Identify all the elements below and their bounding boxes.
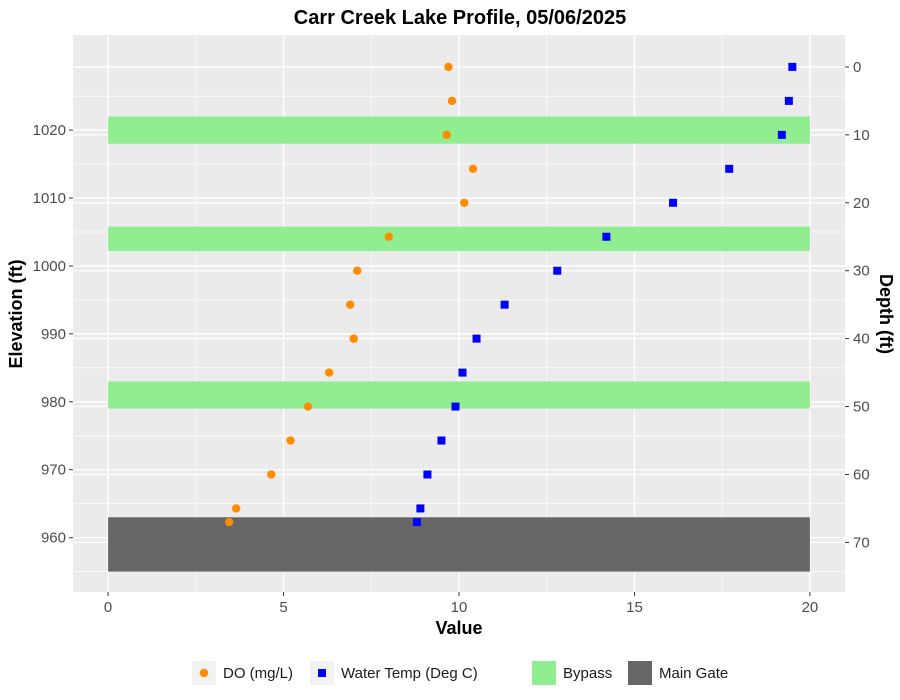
legend-key-fill (532, 661, 556, 685)
do-point (468, 164, 478, 174)
y2-tick-label: 20 (853, 195, 870, 212)
legend-label: Main Gate (659, 665, 728, 682)
x-tick-label: 20 (802, 599, 819, 616)
temp-point (451, 402, 460, 411)
x-tick-label: 15 (626, 599, 643, 616)
legend-item: Main Gate (628, 661, 728, 685)
x-tick-label: 5 (279, 599, 287, 616)
y-tick-label: 1000 (33, 258, 66, 275)
temp-point (784, 96, 793, 105)
x-axis-title: Value (435, 618, 482, 638)
do-point (353, 266, 362, 275)
temp-point (602, 232, 611, 241)
legend: DO (mg/L) Water Temp (Deg C) Bypass Main Ga… (192, 661, 728, 685)
y-axis-title: Elevation (ft) (6, 259, 26, 368)
y-tick-label: 1010 (33, 190, 66, 207)
y-tick-label: 960 (41, 530, 66, 547)
do-point (349, 334, 358, 343)
legend-item: Bypass (532, 661, 612, 685)
y2-tick-label: 70 (853, 534, 870, 551)
chart-title: Carr Creek Lake Profile, 05/06/2025 (294, 7, 626, 29)
do-point (346, 300, 355, 309)
temp-point (553, 266, 562, 275)
y2-tick-label: 40 (853, 331, 870, 348)
temp-point (423, 470, 432, 479)
temp-point (725, 164, 734, 173)
temp-point (788, 62, 797, 71)
do-point (303, 402, 313, 411)
y2-tick-label: 50 (853, 399, 870, 416)
do-point (267, 470, 276, 479)
data-points (224, 62, 797, 527)
temp-point (412, 518, 421, 527)
do-point (384, 232, 394, 241)
temp-point (437, 436, 446, 445)
zone-bands (108, 116, 810, 572)
y2-tick-label: 10 (853, 127, 870, 144)
main-gate-band (108, 517, 810, 572)
x-tick-label: 10 (451, 599, 468, 616)
do-point (460, 198, 469, 207)
bypass-band (108, 116, 810, 144)
y2-axis-title: Depth (ft) (876, 274, 896, 354)
do-point (447, 96, 457, 106)
y-tick-label: 980 (41, 394, 66, 411)
legend-label: Water Temp (Deg C) (341, 665, 478, 682)
do-point (224, 517, 234, 527)
y2-tick-label: 0 (853, 59, 861, 76)
x-tick-label: 0 (104, 599, 112, 616)
do-point (231, 504, 241, 513)
y-tick-label: 990 (41, 326, 66, 343)
legend-key-do (199, 668, 209, 678)
y-tick-label: 1020 (33, 122, 66, 139)
temp-point (500, 300, 509, 309)
do-point (324, 368, 334, 377)
legend-label: DO (mg/L) (223, 665, 293, 682)
legend-item: DO (mg/L) (192, 661, 293, 685)
legend-item: Water Temp (Deg C) (310, 661, 478, 685)
y-tick-label: 970 (41, 462, 66, 479)
temp-point (458, 368, 467, 377)
legend-key-fill (628, 661, 652, 685)
y2-tick-label: 60 (853, 466, 870, 483)
do-point (286, 436, 295, 445)
temp-point (777, 130, 786, 139)
temp-point (472, 334, 481, 343)
temp-point (416, 504, 425, 513)
bypass-band (108, 226, 810, 252)
do-point (442, 130, 451, 140)
y2-tick-label: 30 (853, 263, 870, 280)
temp-point (669, 198, 678, 207)
axes: 0 5 10 15 2096097098099010001010102001020304… (33, 59, 870, 616)
legend-label: Bypass (563, 665, 612, 682)
do-point (444, 62, 453, 72)
legend-key-temp (318, 669, 326, 677)
